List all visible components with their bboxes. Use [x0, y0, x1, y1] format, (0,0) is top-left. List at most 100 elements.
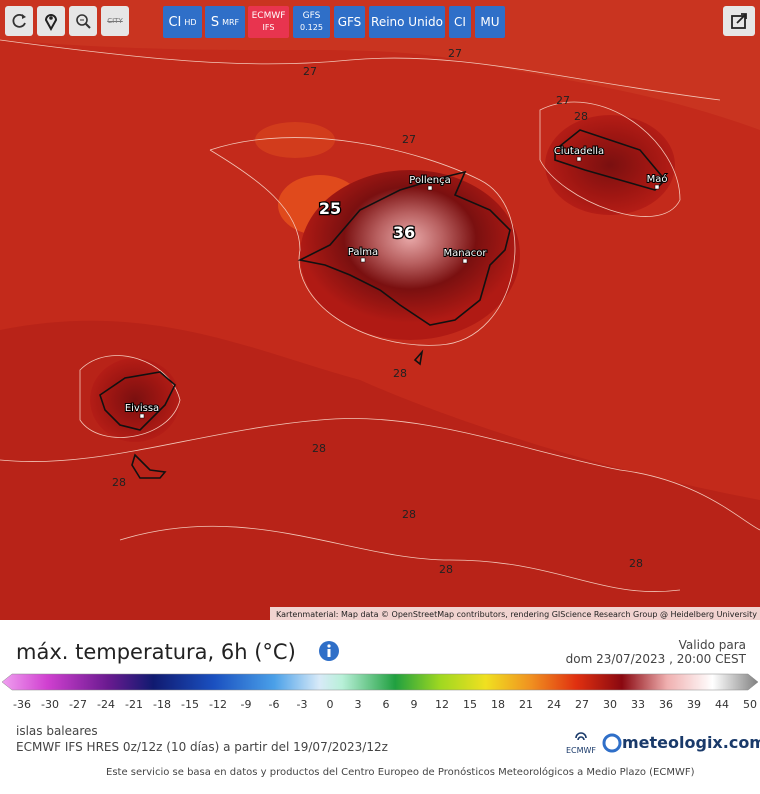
- colorbar-tick: 6: [383, 698, 390, 711]
- model-name: ECMWF: [251, 11, 286, 21]
- model-name: CI: [454, 14, 466, 29]
- colorbar-tick: -21: [125, 698, 143, 711]
- model-sub: HD: [184, 17, 197, 27]
- valid-time: dom 23/07/2023 , 20:00 CEST: [565, 652, 746, 666]
- model-name: CI: [168, 14, 182, 30]
- model-button[interactable]: ECMWF IFS: [248, 6, 289, 38]
- contour-label: 27: [402, 133, 416, 146]
- attribution-box: [270, 607, 760, 620]
- colorbar-tick: -9: [241, 698, 252, 711]
- isolines: [0, 39, 760, 592]
- colorbar-tick: 44: [715, 698, 729, 711]
- colorbar-tick: -6: [269, 698, 280, 711]
- place-marker: [654, 184, 660, 190]
- model-button[interactable]: CI HD: [163, 6, 202, 38]
- colorbar-tick: -30: [41, 698, 59, 711]
- contour-label: 28: [402, 508, 416, 521]
- model-sub: IFS: [262, 23, 275, 32]
- colorbar-tick: 15: [463, 698, 477, 711]
- place-marker: [360, 257, 366, 263]
- model-button[interactable]: Reino Unido: [369, 6, 445, 38]
- region: islas baleares: [16, 724, 98, 738]
- city-button[interactable]: CITY: [101, 6, 129, 36]
- model-button[interactable]: MU: [475, 6, 505, 38]
- coastline: [99, 129, 667, 479]
- place-marker: [576, 156, 582, 162]
- colorbar-tick: 24: [547, 698, 561, 711]
- model-run: ECMWF IFS HRES 0z/12z (10 días) a partir…: [16, 740, 388, 754]
- colorbar-tick: -27: [69, 698, 87, 711]
- contour-label: 28: [439, 563, 453, 576]
- contour-label: 28: [112, 476, 126, 489]
- colorbar-tick: -15: [181, 698, 199, 711]
- extreme-label: 25: [319, 199, 341, 218]
- extreme-label: 36: [393, 223, 415, 242]
- place-name: Palma: [348, 247, 378, 258]
- legend-title: máx. temperatura, 6h (°C): [16, 640, 296, 664]
- brand-icon: [602, 733, 622, 753]
- map: Pollença Palma Manacor Ciutadella Maó Eivissa…: [0, 0, 760, 620]
- attribution: Kartenmaterial: Map data © OpenStreetMap…: [276, 610, 757, 619]
- contour-label: 27: [303, 65, 317, 78]
- place-name: Eivissa: [125, 403, 159, 414]
- colorbar-tick: 12: [435, 698, 449, 711]
- place-name: Maó: [647, 173, 668, 185]
- model-name: Reino Unido: [371, 14, 443, 29]
- place-name: Manacor: [444, 248, 488, 259]
- colorbar-tick: -3: [297, 698, 308, 711]
- contour-area: [255, 122, 335, 158]
- colorbar-tick: 0: [327, 698, 334, 711]
- place-name: Pollença: [409, 175, 450, 186]
- colorbar-tick: 36: [659, 698, 673, 711]
- colorbar-tick: 39: [687, 698, 701, 711]
- colorbar-tick: 27: [575, 698, 589, 711]
- colorbar-tick: -12: [209, 698, 227, 711]
- place-marker: [139, 413, 145, 419]
- colorbar-tick: -36: [13, 698, 31, 711]
- colorbar-tick: 18: [491, 698, 505, 711]
- info-icon[interactable]: [318, 640, 340, 662]
- model-sub: 0.125: [300, 23, 323, 32]
- colorbar-tick: -18: [153, 698, 171, 711]
- model-name: GFS: [337, 14, 362, 29]
- ecmwf-logo: ECMWF: [563, 732, 599, 755]
- brand[interactable]: meteologix.com: [622, 733, 760, 752]
- contour-label: 27: [448, 47, 462, 60]
- place-marker: [462, 258, 468, 264]
- hot-spot: [90, 358, 180, 442]
- model-button[interactable]: GFS 0.125: [293, 6, 330, 38]
- footer: Este servicio se basa en datos y product…: [106, 767, 695, 778]
- model-sub: MRF: [222, 17, 240, 27]
- colorbar-tick: 50: [743, 698, 757, 711]
- colorbar-tick: 9: [411, 698, 418, 711]
- colorbar-tick: 21: [519, 698, 533, 711]
- colorbar-tick: -24: [97, 698, 115, 711]
- model-button[interactable]: S MRF: [205, 6, 245, 38]
- colorbar-tick: 3: [355, 698, 362, 711]
- colorbar: -36 -30 -27 -24 -21 -18 -15 -12 -9 -6 -3 0 3 6 9 12 15 18…: [1, 673, 759, 711]
- colorbar-tick: 30: [603, 698, 617, 711]
- model-button[interactable]: GFS: [334, 6, 365, 38]
- colorbar-tick: 33: [631, 698, 645, 711]
- valid-label: Valido para: [678, 638, 746, 652]
- place-name: Ciutadella: [554, 146, 604, 157]
- contour-label: 27: [556, 94, 570, 107]
- zoom-button[interactable]: [69, 6, 97, 36]
- model-name: MU: [480, 14, 500, 29]
- contour-label: 28: [393, 367, 407, 380]
- place-marker: [427, 185, 433, 191]
- contour-label: 28: [629, 557, 643, 570]
- hot-spot: [300, 170, 520, 340]
- model-name: GFS: [302, 11, 321, 21]
- model-name: S: [210, 14, 220, 30]
- contour-label: 28: [574, 110, 588, 123]
- share-button[interactable]: [723, 6, 755, 36]
- refresh-button[interactable]: [5, 6, 33, 36]
- contour-label: 28: [312, 442, 326, 455]
- hot-spot: [545, 115, 675, 215]
- contour-area: [0, 320, 760, 620]
- ecmwf-text: ECMWF: [565, 746, 597, 755]
- model-button[interactable]: CI: [449, 6, 471, 38]
- location-button[interactable]: [37, 6, 65, 36]
